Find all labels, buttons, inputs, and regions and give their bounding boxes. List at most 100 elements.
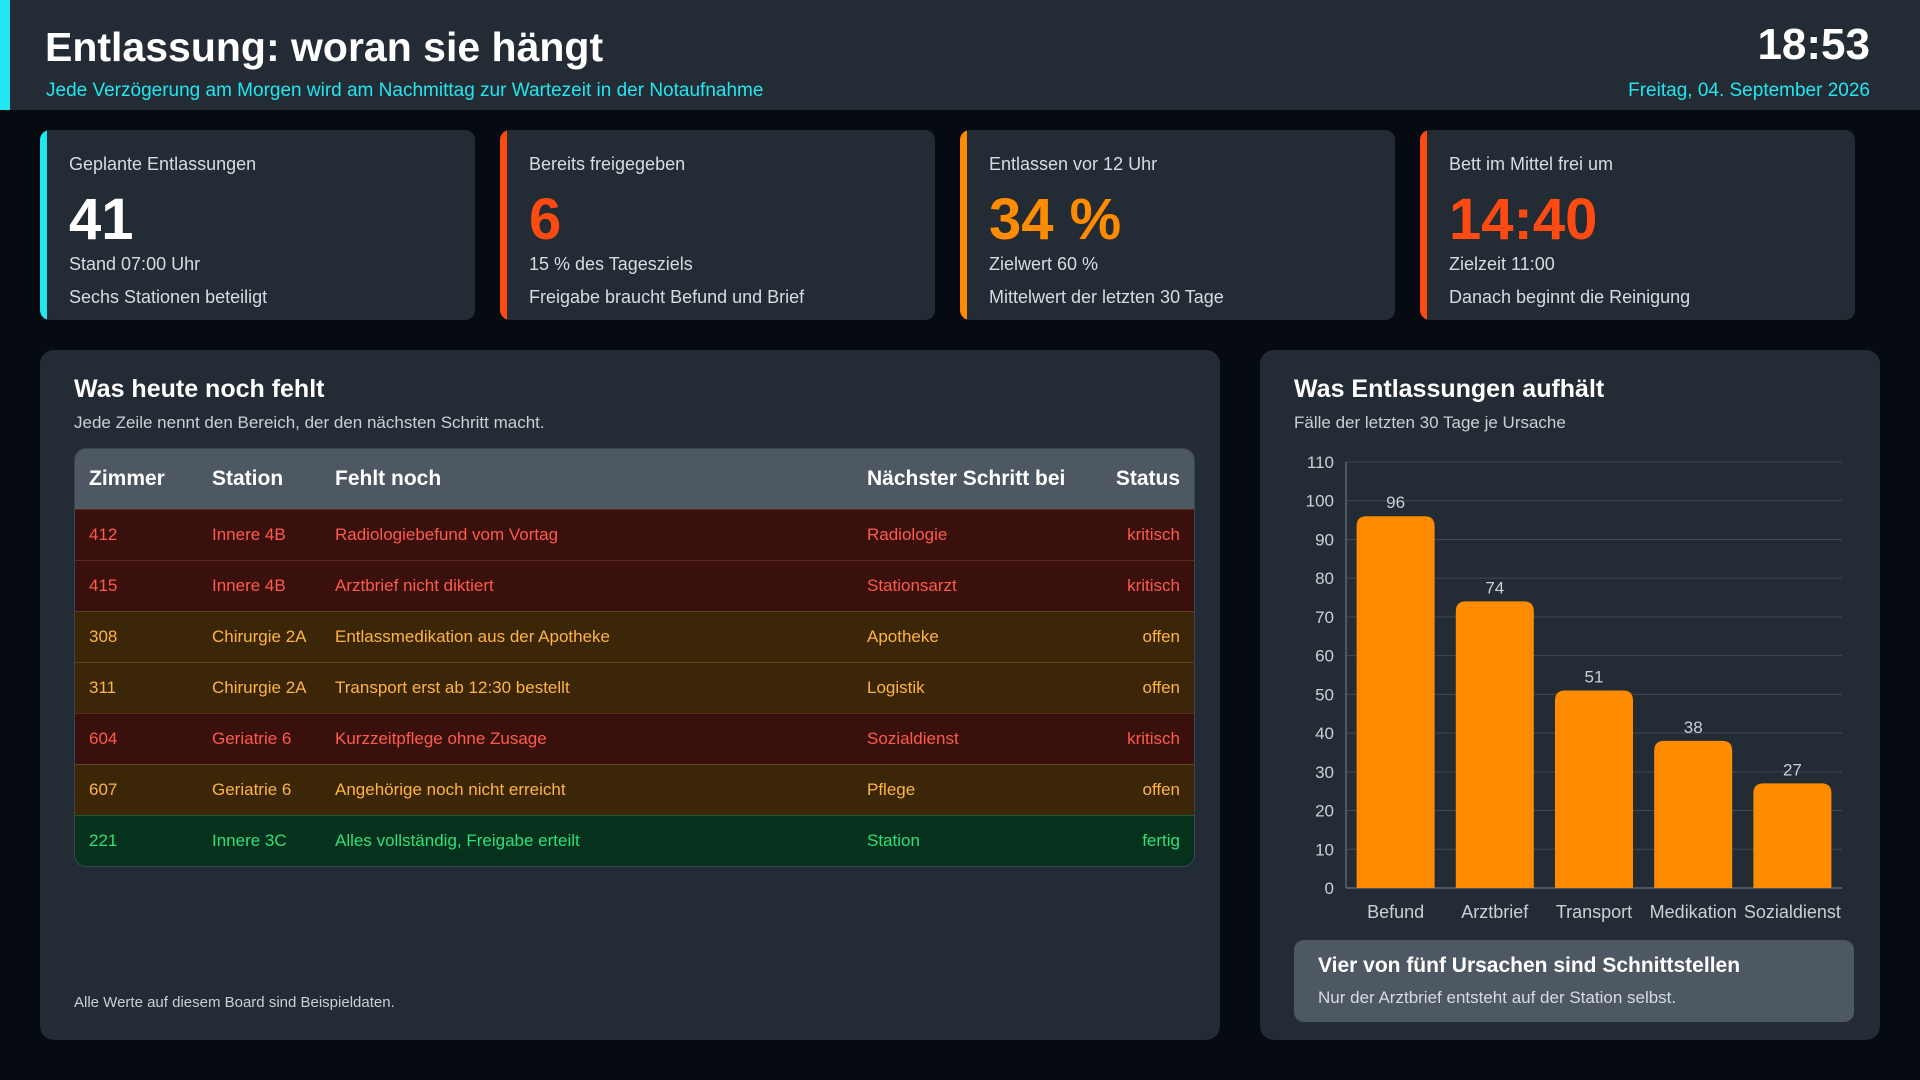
kpi-card-before-noon: Entlassen vor 12 Uhr 34 % Zielwert 60 % … [960,130,1395,320]
page-title: Entlassung: woran sie hängt [45,24,604,70]
kpi-note: Mittelwert der letzten 30 Tage [989,287,1224,307]
kpi-label: Geplante Entlassungen [69,154,257,174]
bar-value-label: 38 [1684,718,1703,737]
kpi-value: 41 [69,187,134,252]
cell-room: 412 [75,508,198,560]
y-tick-label: 90 [1315,530,1334,549]
cell-room: 308 [75,610,198,662]
col-header-station: Station [212,466,284,490]
cell-next-step: Radiologie [853,508,1096,560]
callout-text: Nur der Arztbrief entsteht auf der Stati… [1318,988,1677,1007]
cell-status: kritisch [1096,508,1194,560]
missing-panel: Was heute noch fehlt Jede Zeile nennt de… [40,350,1220,1040]
callout-box: Vier von fünf Ursachen sind Schnittstell… [1294,940,1854,1022]
cell-station: Innere 4B [198,508,321,560]
table-row: 221 Innere 3C Alles vollständig, Freigabe … [75,814,1194,866]
cell-missing: Radiologiebefund vom Vortag [321,508,853,560]
cell-room: 311 [75,661,198,713]
cell-status: offen [1096,763,1194,815]
x-tick-label: Befund [1367,902,1424,922]
header-accent [0,0,10,110]
cell-room: 221 [75,814,198,866]
cell-status: kritisch [1096,712,1194,764]
bar [1555,690,1633,888]
cell-missing: Kurzzeitpflege ohne Zusage [321,712,853,764]
bar [1356,516,1435,888]
y-tick-label: 70 [1315,608,1334,627]
col-header-missing: Fehlt noch [335,466,442,490]
delay-causes-chart: 0 10 20 30 40 50 60 70 80 90 100 110 96 Befund 74 Arztb… [1306,453,1842,922]
kpi-note: Freigabe braucht Befund und Brief [529,287,805,307]
kpi-note: Zielwert 60 % [989,254,1099,274]
kpi-value: 34 % [989,187,1122,252]
table-row: 604 Geriatrie 6 Kurzzeitpflege ohne Zusage… [75,712,1194,764]
footnote: Alle Werte auf diesem Board sind Beispie… [74,994,395,1011]
bar-value-label: 51 [1585,667,1604,686]
bar [1753,783,1832,888]
x-tick-label: Transport [1556,902,1632,922]
kpi-label: Bereits freigegeben [529,154,686,174]
col-header-next-step: Nächster Schritt bei [867,466,1066,490]
y-tick-label: 10 [1315,840,1334,859]
bar-value-label: 27 [1783,760,1802,779]
kpi-note: Danach beginnt die Reinigung [1449,287,1691,307]
chart-panel-subtitle: Fälle der letzten 30 Tage je Ursache [1294,413,1566,432]
y-tick-label: 110 [1307,453,1334,472]
kpi-label: Bett im Mittel frei um [1449,154,1614,174]
cell-next-step: Logistik [853,661,1096,713]
kpi-accent [500,130,507,320]
y-tick-label: 60 [1315,647,1334,666]
y-tick-label: 50 [1315,685,1334,704]
cell-status: fertig [1096,814,1194,866]
x-tick-label: Medikation [1650,902,1737,922]
kpi-note: Sechs Stationen beteiligt [69,287,268,307]
cell-station: Innere 4B [198,559,321,611]
missing-panel-subtitle: Jede Zeile nennt den Bereich, der den nä… [74,413,545,432]
table-row: 311 Chirurgie 2A Transport erst ab 12:30 b… [75,661,1194,713]
y-tick-label: 80 [1315,569,1334,588]
y-tick-label: 100 [1306,492,1334,511]
cell-missing: Transport erst ab 12:30 bestellt [321,661,853,713]
kpi-card-planned: Geplante Entlassungen 41 Stand 07:00 Uhr… [40,130,475,320]
y-tick-label: 30 [1315,763,1334,782]
cell-next-step: Stationsarzt [853,559,1096,611]
cell-station: Geriatrie 6 [198,763,321,815]
table-row: 607 Geriatrie 6 Angehörige noch nicht erre… [75,763,1194,815]
bar-value-label: 74 [1485,578,1504,597]
cell-room: 607 [75,763,198,815]
col-header-room: Zimmer [89,466,165,490]
cell-next-step: Pflege [853,763,1096,815]
chart-panel: Was Entlassungen aufhält Fälle der letzt… [1260,350,1880,1040]
kpi-card-released: Bereits freigegeben 6 15 % des Tagesziel… [500,130,935,320]
kpi-label: Entlassen vor 12 Uhr [989,154,1158,174]
kpi-note: 15 % des Tagesziels [529,254,693,274]
missing-panel-title: Was heute noch fehlt [74,375,325,403]
cell-next-step: Sozialdienst [853,712,1096,764]
kpi-note: Stand 07:00 Uhr [69,254,201,274]
cell-missing: Alles vollständig, Freigabe erteilt [321,814,853,866]
cell-station: Geriatrie 6 [198,712,321,764]
missing-table: Zimmer Station Fehlt noch Nächster Schri… [74,448,1195,867]
cell-missing: Arztbrief nicht diktiert [321,559,853,611]
x-tick-label: Sozialdienst [1744,902,1841,922]
y-tick-label: 40 [1315,724,1334,743]
bar [1455,601,1534,888]
clock: 18:53 [1757,20,1870,69]
kpi-accent [40,130,47,320]
header-bar: Entlassung: woran sie hängt Jede Verzöge… [0,0,1920,110]
cell-station: Chirurgie 2A [198,661,321,713]
table-row: 308 Chirurgie 2A Entlassmedikation aus der… [75,610,1194,662]
cell-next-step: Apotheke [853,610,1096,662]
page-subtitle: Jede Verzögerung am Morgen wird am Nachm… [46,80,764,101]
cell-status: kritisch [1096,559,1194,611]
kpi-note: Zielzeit 11:00 [1449,254,1555,274]
bar [1654,740,1733,888]
kpi-card-bed-free: Bett im Mittel frei um 14:40 Zielzeit 11… [1420,130,1855,320]
cell-missing: Entlassmedikation aus der Apotheke [321,610,853,662]
cell-missing: Angehörige noch nicht erreicht [321,763,853,815]
kpi-value: 14:40 [1449,187,1598,252]
cell-status: offen [1096,610,1194,662]
kpi-accent [1420,130,1427,320]
kpi-accent [960,130,967,320]
date: Freitag, 04. September 2026 [1628,80,1870,101]
